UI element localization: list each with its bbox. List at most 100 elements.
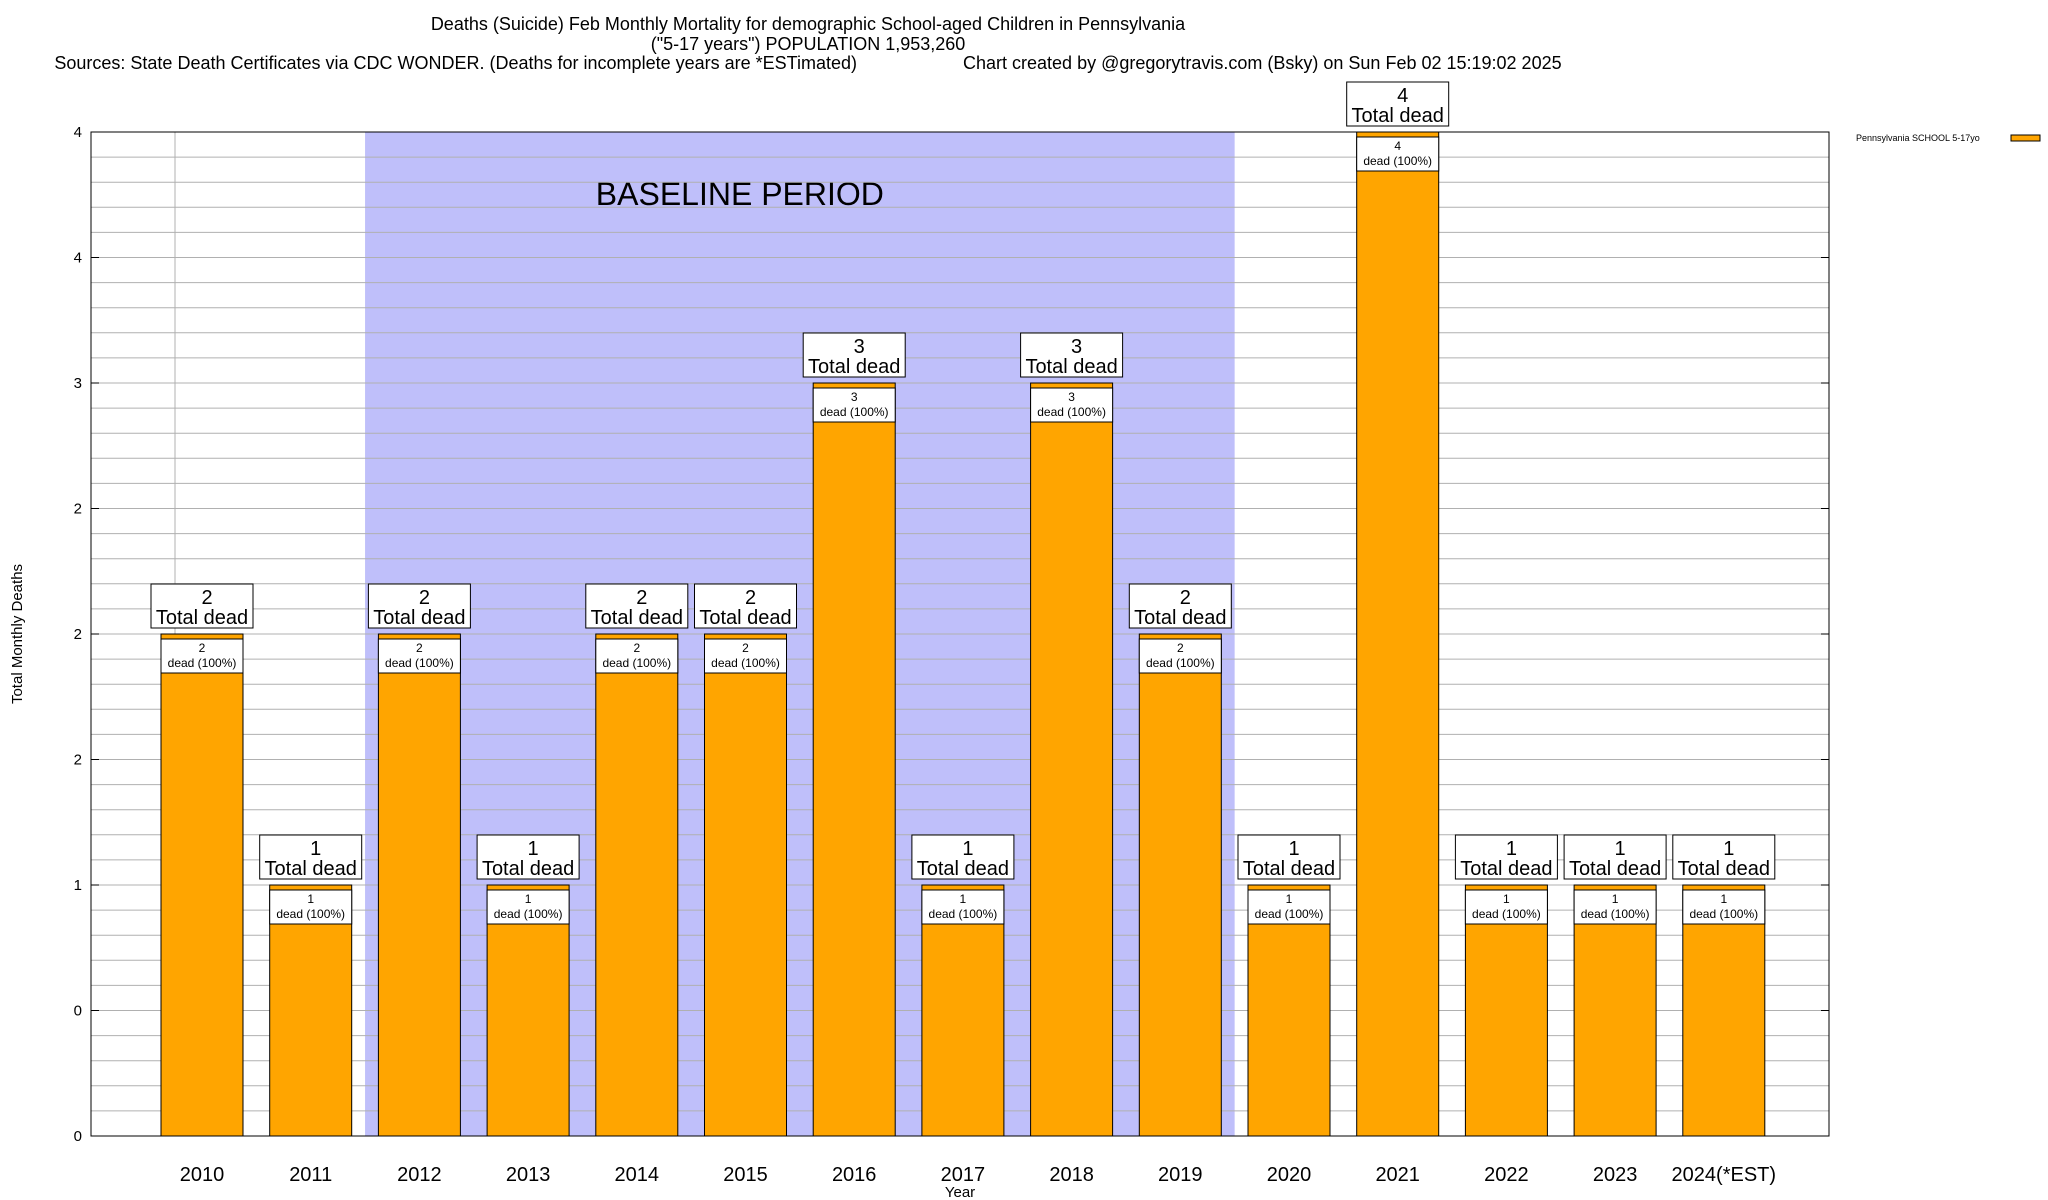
total-label-box — [911, 834, 1015, 880]
segment-label-value: 4 — [1394, 139, 1401, 153]
y-tick-label: 1 — [74, 877, 82, 894]
segment-label-box — [1573, 889, 1657, 925]
segment-label-value: 2 — [199, 641, 206, 655]
segment-label-box — [1356, 136, 1440, 172]
total-label-box — [1454, 834, 1558, 880]
bar — [486, 884, 570, 1137]
segment-label-text: dead (100%) — [1689, 907, 1758, 921]
segment-label-value: 2 — [633, 641, 640, 655]
y-tick-label: 2 — [74, 752, 82, 769]
segment-label-box — [1464, 889, 1548, 925]
segment-label-text: dead (100%) — [168, 656, 237, 670]
total-label-text: Total dead — [917, 858, 1009, 880]
segment-label-text: dead (100%) — [820, 405, 889, 419]
total-label-value: 1 — [1723, 838, 1734, 860]
chart-title: Deaths (Suicide) Feb Monthly Mortality f… — [430, 14, 1186, 34]
chart-sources: Sources: State Death Certificates via CD… — [54, 53, 857, 73]
total-label-box — [476, 834, 580, 880]
chart-credit: Chart created by @gregorytravis.com (Bsk… — [963, 53, 1562, 73]
total-label-text: Total dead — [808, 356, 900, 378]
x-tick-label: 2018 — [1049, 1164, 1094, 1186]
segment-label-value: 1 — [1286, 892, 1293, 906]
segment-label-box — [160, 638, 244, 674]
segment-label-value: 1 — [1612, 892, 1619, 906]
total-label-text: Total dead — [156, 607, 248, 629]
bar — [921, 884, 1005, 1137]
segment-label-value: 2 — [742, 641, 749, 655]
total-label-box — [1128, 583, 1232, 629]
x-tick-label: 2024(*EST) — [1672, 1164, 1777, 1186]
total-label-value: 1 — [1288, 838, 1299, 860]
segment-label-box — [1138, 638, 1222, 674]
total-label-box — [367, 583, 471, 629]
segment-label-text: dead (100%) — [494, 907, 563, 921]
x-tick-label: 2015 — [723, 1164, 768, 1186]
total-label-value: 2 — [745, 587, 756, 609]
segment-label-text: dead (100%) — [1363, 154, 1432, 168]
bar — [1030, 382, 1114, 1137]
x-tick-label: 2019 — [1158, 1164, 1203, 1186]
total-label-text: Total dead — [591, 607, 683, 629]
total-label-text: Total dead — [373, 607, 465, 629]
segment-label-value: 1 — [1720, 892, 1727, 906]
segment-label-box — [812, 387, 896, 423]
total-label-box — [694, 583, 797, 629]
total-label-text: Total dead — [482, 858, 574, 880]
segment-label-value: 1 — [1503, 892, 1510, 906]
segment-label-value: 3 — [851, 390, 858, 404]
bar — [1247, 884, 1331, 1137]
segment-label-box — [704, 638, 787, 674]
x-tick-label: 2020 — [1267, 1164, 1312, 1186]
segment-label-box — [595, 638, 679, 674]
total-label-text: Total dead — [1352, 105, 1444, 127]
x-tick-label: 2011 — [289, 1164, 332, 1186]
total-label-value: 4 — [1397, 85, 1408, 107]
y-tick-label: 0 — [74, 1128, 82, 1145]
y-axis-label: Total Monthly Deaths — [9, 564, 26, 704]
segment-label-value: 2 — [1177, 641, 1184, 655]
legend-swatch — [2010, 134, 2041, 142]
x-tick-label: 2021 — [1375, 1164, 1420, 1186]
x-tick-label: 2017 — [941, 1164, 986, 1186]
segment-label-box — [1682, 889, 1766, 925]
x-tick-label: 2016 — [832, 1164, 877, 1186]
segment-label-text: dead (100%) — [602, 656, 671, 670]
x-tick-label: 2010 — [180, 1164, 225, 1186]
total-label-box — [585, 583, 689, 629]
total-label-text: Total dead — [1025, 356, 1117, 378]
segment-label-box — [1030, 387, 1114, 423]
total-label-value: 1 — [528, 838, 539, 860]
total-label-value: 2 — [419, 587, 430, 609]
y-tick-label: 2 — [74, 501, 82, 518]
total-label-value: 2 — [636, 587, 647, 609]
segment-label-text: dead (100%) — [276, 907, 345, 921]
segment-label-value: 1 — [307, 892, 314, 906]
chart-sources-line: Sources: State Death Certificates via CD… — [0, 53, 1616, 73]
x-tick-label: 2022 — [1484, 1164, 1529, 1186]
total-label-text: Total dead — [699, 607, 791, 629]
bar — [1682, 884, 1766, 1137]
x-tick-label: 2013 — [506, 1164, 551, 1186]
segment-label-text: dead (100%) — [1581, 907, 1650, 921]
total-label-box — [150, 583, 254, 629]
total-label-value: 1 — [1506, 838, 1517, 860]
total-label-box — [802, 332, 906, 378]
bar — [704, 633, 787, 1137]
y-tick-label: 0 — [74, 1003, 82, 1020]
total-label-text: Total dead — [1569, 858, 1661, 880]
segment-label-text: dead (100%) — [385, 656, 454, 670]
segment-label-box — [377, 638, 461, 674]
segment-label-value: 2 — [416, 641, 423, 655]
total-label-value: 2 — [201, 587, 212, 609]
bar — [269, 884, 353, 1137]
total-label-value: 3 — [854, 336, 865, 358]
y-tick-label: 4 — [74, 124, 82, 141]
bar — [1356, 131, 1440, 1137]
segment-label-text: dead (100%) — [1255, 907, 1324, 921]
total-label-value: 1 — [310, 838, 321, 860]
total-label-value: 3 — [1071, 336, 1082, 358]
total-label-value: 2 — [1180, 587, 1191, 609]
x-tick-label: 2012 — [397, 1164, 442, 1186]
total-label-box — [1346, 81, 1450, 127]
bar — [1464, 884, 1548, 1137]
